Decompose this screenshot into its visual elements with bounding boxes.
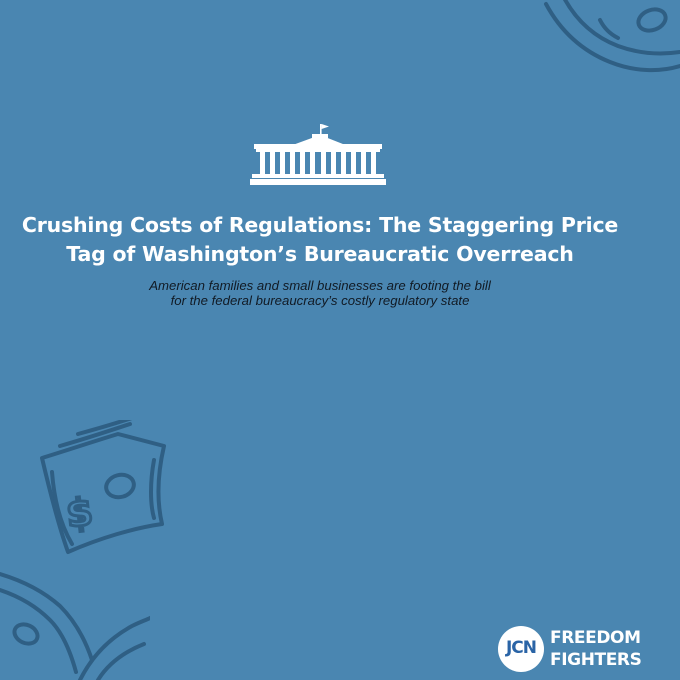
subheadline-line-2: for the federal bureaucracy’s costly reg…: [170, 293, 470, 308]
subheadline: American families and small businesses a…: [0, 278, 640, 308]
headline-line-1: Crushing Costs of Regulations: The Stagg…: [21, 213, 619, 237]
brand-logo: JCN FREEDOM FIGHTERS: [498, 624, 666, 672]
money-bill-icon: $: [40, 420, 166, 554]
svg-text:$: $: [64, 490, 95, 537]
logo-badge: JCN: [498, 626, 544, 672]
white-house-icon: [250, 124, 386, 185]
logo-word-fighters: FIGHTERS: [550, 650, 642, 670]
subheadline-line-1: American families and small businesses a…: [149, 278, 491, 293]
headline-line-2: Tag of Washington’s Bureaucratic Overrea…: [66, 242, 574, 266]
money-bill-icon: [0, 572, 150, 680]
logo-word-freedom: FREEDOM: [550, 628, 641, 648]
money-bill-icon: [544, 0, 680, 73]
logo-badge-text: JCN: [505, 638, 537, 658]
headline: Crushing Costs of Regulations: The Stagg…: [0, 211, 640, 269]
